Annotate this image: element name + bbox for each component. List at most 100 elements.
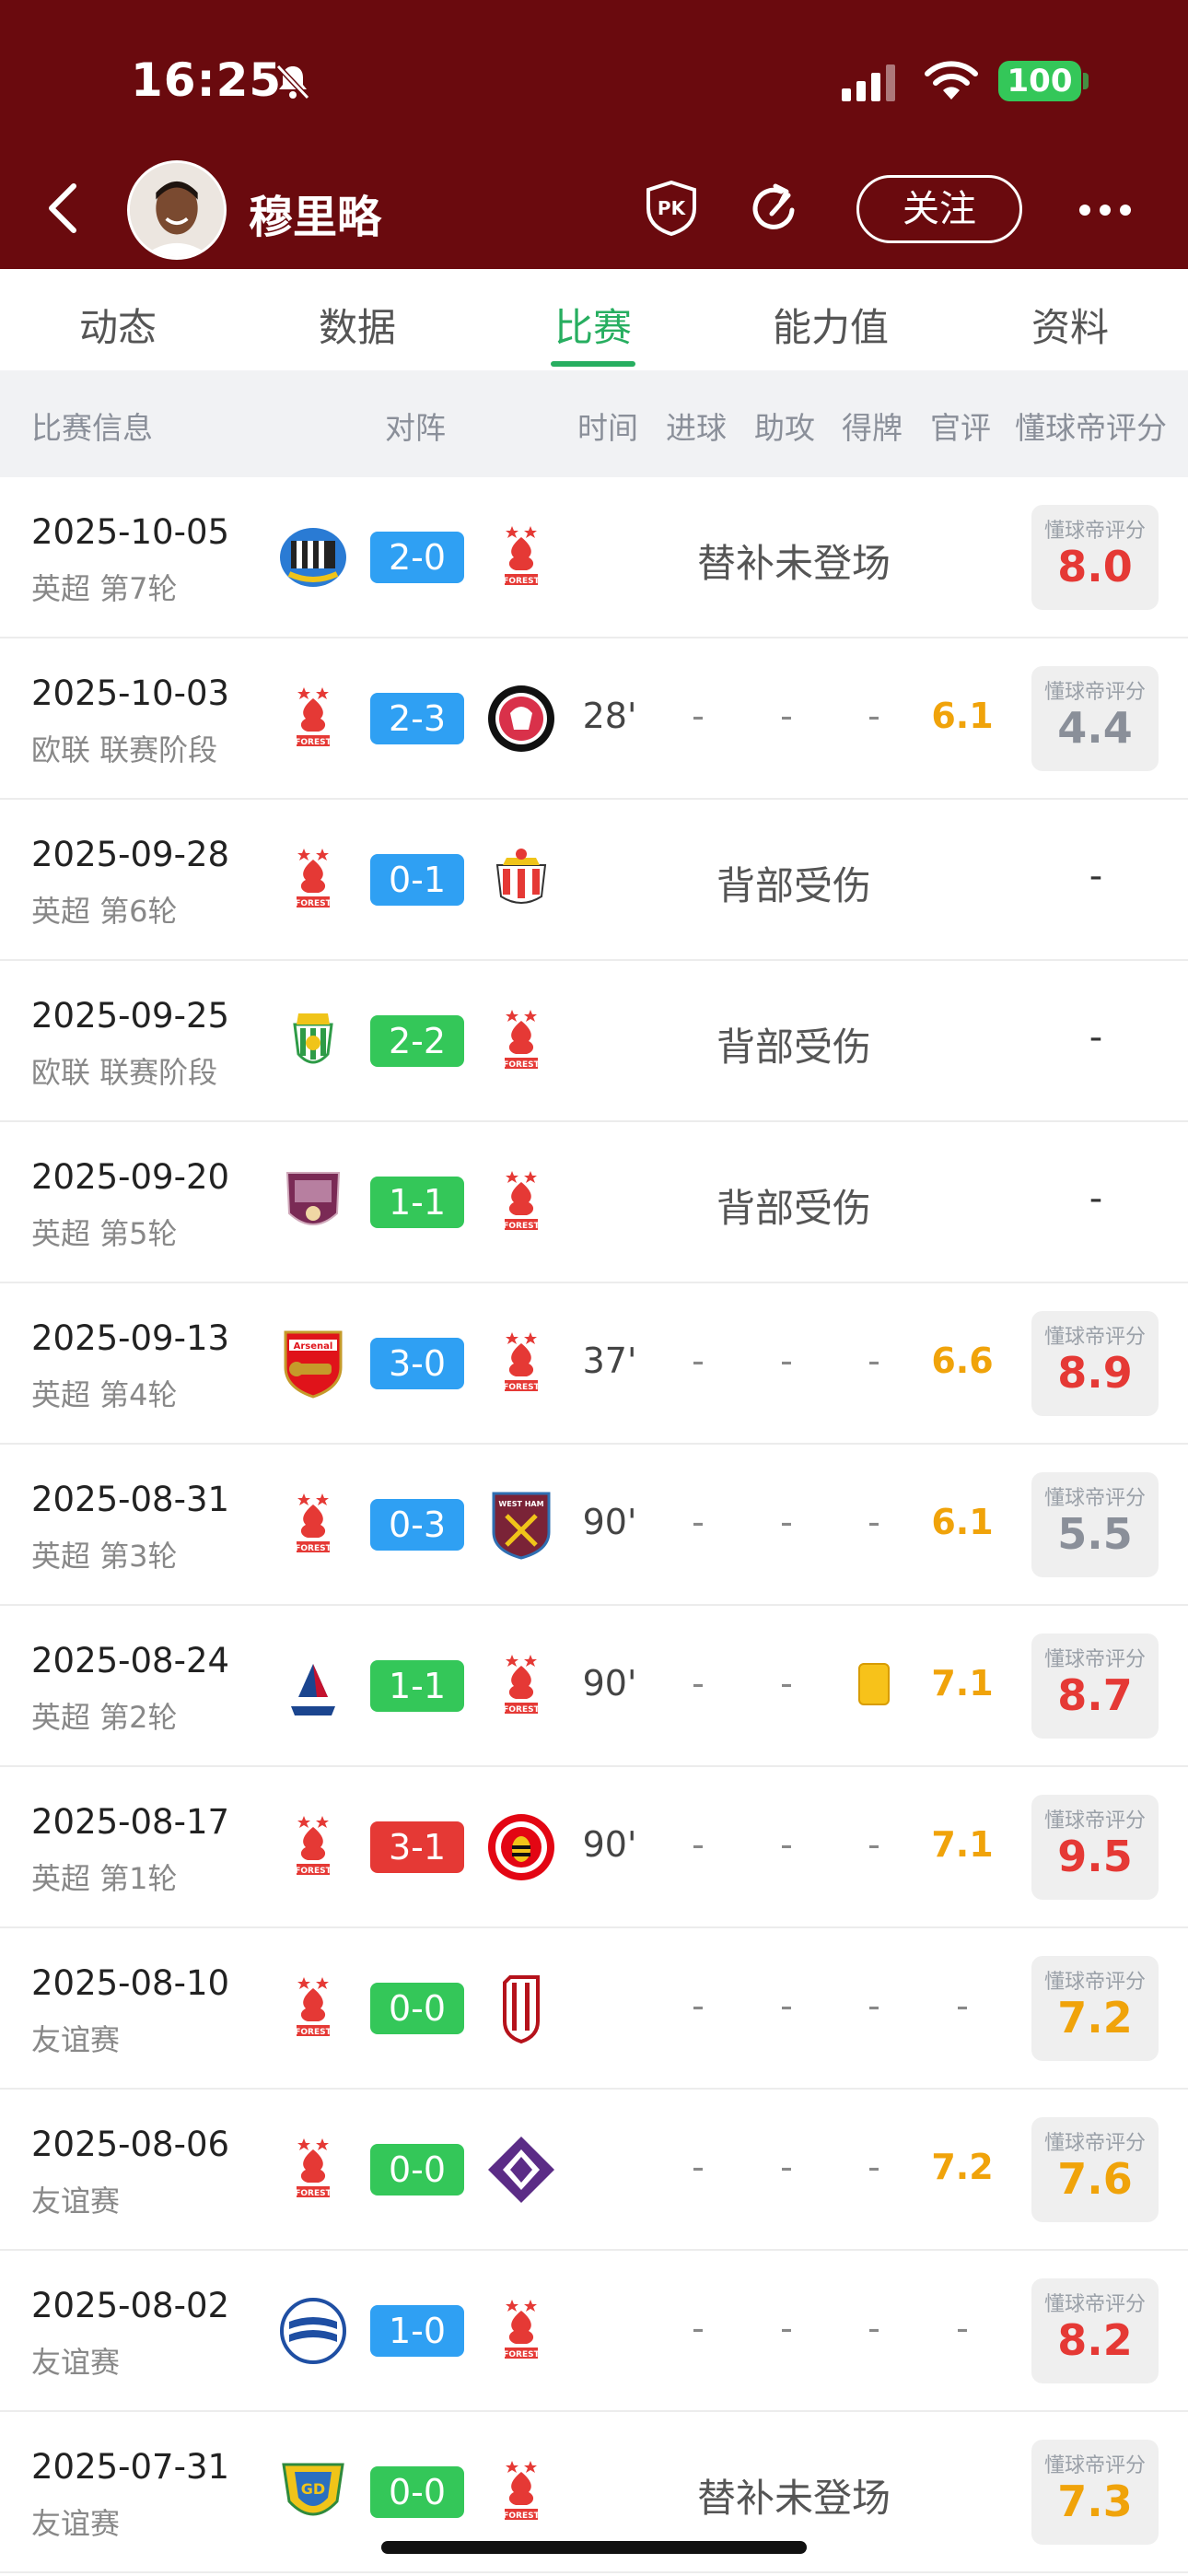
forest-crest-icon[interactable]: FOREST [484, 2294, 558, 2368]
birmingham-crest-icon[interactable] [276, 2294, 350, 2368]
brentford-crest-icon[interactable] [484, 1810, 558, 1884]
rating-box[interactable]: 懂球帝评分 8.0 [1031, 505, 1159, 610]
goals-value: - [692, 1824, 705, 1865]
arsenal-crest-icon[interactable]: Arsenal [276, 1327, 350, 1400]
rating-value: 8.0 [1057, 542, 1133, 591]
forest-crest-icon[interactable]: FOREST [484, 2455, 558, 2529]
forest-crest-icon[interactable]: FOREST [276, 1972, 350, 2045]
match-competition: 欧联 联赛阶段 [31, 732, 218, 767]
match-row[interactable]: 2025-10-03 欧联 联赛阶段 FOREST 2-3 28' - - - 6.1 懂球帝评分… [0, 638, 1188, 800]
rating-box[interactable]: 懂球帝评分 8.2 [1031, 2278, 1159, 2383]
top-bar: 16:25 100 穆里略 PK 关注 [0, 0, 1188, 269]
cards-value: - [868, 1502, 880, 1542]
forest-crest-icon[interactable]: FOREST [276, 843, 350, 917]
forest-crest-icon[interactable]: FOREST [276, 1488, 350, 1562]
active-tab-indicator [551, 361, 635, 367]
more-options-icon[interactable] [1077, 203, 1133, 217]
svg-text:Arsenal: Arsenal [294, 1341, 333, 1352]
follow-button[interactable]: 关注 [856, 175, 1022, 243]
forest-crest-icon[interactable]: FOREST [484, 1165, 558, 1239]
rating-box[interactable]: 懂球帝评分 8.9 [1031, 1311, 1159, 1416]
forest-crest-icon[interactable]: FOREST [276, 1810, 350, 1884]
home-indicator[interactable] [381, 2541, 807, 2554]
forest-crest-icon[interactable]: FOREST [484, 521, 558, 594]
betis-crest-icon[interactable] [276, 1004, 350, 1078]
goals-value: - [692, 2147, 705, 2187]
minutes-played: 90' [582, 1663, 637, 1704]
tab-ability[interactable]: 能力值 [772, 305, 889, 350]
match-row[interactable]: 2025-09-13 英超 第4轮 Arsenal 3-0 FOREST 37' - - - 6.… [0, 1283, 1188, 1445]
forest-crest-icon[interactable]: FOREST [276, 2133, 350, 2207]
forest-crest-icon[interactable]: FOREST [484, 1004, 558, 1078]
svg-text:FOREST: FOREST [503, 1383, 540, 1392]
sunderland-crest-icon[interactable] [484, 843, 558, 917]
tab-stats[interactable]: 数据 [318, 305, 396, 350]
col-match-info: 比赛信息 [31, 410, 153, 446]
cards-value: - [868, 2147, 880, 2187]
match-row[interactable]: 2025-08-31 英超 第3轮 FOREST 0-3 WEST HAM 90' - - - 6… [0, 1445, 1188, 1606]
tab-profile[interactable]: 资料 [1031, 305, 1109, 350]
rating-box[interactable]: 懂球帝评分 7.2 [1031, 1956, 1159, 2061]
match-row[interactable]: 2025-10-05 英超 第7轮 2-0 FOREST 替补未登场 懂球帝评分 8.0 [0, 477, 1188, 638]
match-competition: 英超 第6轮 [31, 894, 178, 929]
col-cards: 得牌 [842, 410, 903, 446]
pk-compare-icon[interactable]: PK [646, 181, 696, 236]
forest-crest-icon[interactable]: FOREST [484, 1327, 558, 1400]
official-rating: 7.1 [931, 1824, 994, 1865]
westham-crest-icon[interactable]: WEST HAM [484, 1488, 558, 1562]
match-row[interactable]: 2025-08-06 友谊赛 FOREST 0-0 - - - 7.2 懂球帝评分 7.6 [0, 2090, 1188, 2251]
col-minutes: 时间 [577, 410, 638, 446]
rating-box[interactable]: 懂球帝评分 4.4 [1031, 666, 1159, 771]
rating-box[interactable]: 懂球帝评分 7.6 [1031, 2117, 1159, 2222]
match-score: 2-3 [370, 693, 464, 744]
match-status-note: 背部受伤 [716, 863, 871, 908]
rating-box[interactable]: 懂球帝评分 9.5 [1031, 1795, 1159, 1900]
match-date: 2025-10-05 [31, 512, 230, 552]
palace-crest-icon[interactable] [276, 1649, 350, 1723]
official-rating: - [956, 1985, 969, 2026]
match-status-note: 背部受伤 [716, 1025, 871, 1070]
estoril-crest-icon[interactable]: GD [276, 2455, 350, 2529]
match-competition: 友谊赛 [31, 2184, 121, 2219]
match-competition: 友谊赛 [31, 2345, 121, 2380]
player-avatar[interactable] [127, 160, 227, 260]
share-icon[interactable] [748, 182, 803, 236]
match-row[interactable]: 2025-08-24 英超 第2轮 1-1 FOREST 90' - - 7.1 懂球帝评分 8.… [0, 1606, 1188, 1767]
tab-matches[interactable]: 比赛 [553, 305, 632, 350]
newcastle-crest-icon[interactable] [276, 521, 350, 594]
status-time: 16:25 [131, 53, 283, 107]
match-row[interactable]: 2025-08-10 友谊赛 FOREST 0-0 - - - - 懂球帝评分 7.2 [0, 1928, 1188, 2090]
col-fixture: 对阵 [385, 410, 446, 446]
match-row[interactable]: 2025-07-31 友谊赛 GD 0-0 FOREST 替补未登场 懂球帝评分 7.3 [0, 2412, 1188, 2573]
burnley-crest-icon[interactable] [276, 1165, 350, 1239]
match-row[interactable]: 2025-08-02 友谊赛 1-0 FOREST - - - - 懂球帝评分 8.2 [0, 2251, 1188, 2412]
tab-feed[interactable]: 动态 [78, 305, 157, 350]
goals-value: - [692, 696, 705, 736]
assists-value: - [780, 1663, 793, 1704]
match-row[interactable]: 2025-09-28 英超 第6轮 FOREST 0-1 背部受伤 - [0, 800, 1188, 961]
forest-crest-icon[interactable]: FOREST [276, 682, 350, 755]
cards-value: - [868, 2308, 880, 2348]
fiorentina-crest-icon[interactable] [484, 2133, 558, 2207]
match-row[interactable]: 2025-08-17 英超 第1轮 FOREST 3-1 90' - - - 7.1 懂球帝评分 9… [0, 1767, 1188, 1928]
lanus-crest-icon[interactable] [484, 1972, 558, 2045]
rating-label: 懂球帝评分 [1043, 681, 1146, 704]
match-competition: 英超 第2轮 [31, 1700, 178, 1735]
minutes-played: 90' [582, 1502, 637, 1542]
back-arrow-icon[interactable] [44, 181, 81, 236]
forest-crest-icon[interactable]: FOREST [484, 1649, 558, 1723]
svg-text:FOREST: FOREST [503, 1705, 540, 1715]
svg-text:FOREST: FOREST [295, 738, 332, 747]
midtjylland-crest-icon[interactable] [484, 682, 558, 755]
rating-box[interactable]: 懂球帝评分 7.3 [1031, 2440, 1159, 2545]
col-assists: 助攻 [754, 410, 815, 446]
tab-bar: 动态 数据 比赛 能力值 资料 [0, 269, 1188, 370]
rating-box[interactable]: 懂球帝评分 5.5 [1031, 1472, 1159, 1577]
match-date: 2025-09-28 [31, 835, 230, 874]
rating-box[interactable]: 懂球帝评分 8.7 [1031, 1633, 1159, 1739]
match-row[interactable]: 2025-09-20 英超 第5轮 1-1 FOREST 背部受伤 - [0, 1122, 1188, 1283]
match-row[interactable]: 2025-09-25 欧联 联赛阶段 2-2 FOREST 背部受伤 - [0, 961, 1188, 1122]
match-score: 0-0 [370, 1983, 464, 2034]
rating-value: 7.6 [1057, 2154, 1133, 2204]
rating-value: 8.7 [1057, 1670, 1133, 1720]
